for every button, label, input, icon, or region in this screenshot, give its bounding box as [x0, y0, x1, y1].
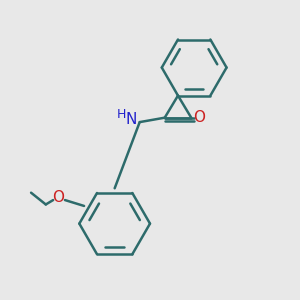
Text: O: O [52, 190, 64, 205]
Text: O: O [194, 110, 206, 125]
Text: H: H [117, 108, 126, 121]
Text: N: N [126, 112, 137, 127]
